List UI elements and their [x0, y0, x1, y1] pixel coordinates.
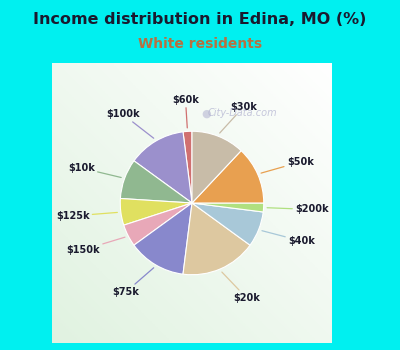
Wedge shape [120, 198, 192, 225]
Wedge shape [134, 132, 192, 203]
Text: $125k: $125k [56, 211, 117, 221]
Text: City-Data.com: City-Data.com [208, 108, 277, 118]
Text: $200k: $200k [267, 204, 329, 215]
Text: White residents: White residents [138, 37, 262, 51]
Text: ●: ● [201, 108, 211, 118]
Wedge shape [183, 131, 192, 203]
Text: $60k: $60k [172, 95, 199, 128]
Wedge shape [192, 203, 264, 212]
Wedge shape [192, 151, 264, 203]
Text: $40k: $40k [262, 231, 315, 246]
Text: $20k: $20k [222, 272, 260, 303]
Text: $10k: $10k [68, 163, 121, 177]
Wedge shape [120, 161, 192, 203]
Text: $50k: $50k [261, 157, 314, 173]
Wedge shape [124, 203, 192, 245]
Text: $75k: $75k [112, 268, 154, 297]
Text: $100k: $100k [106, 109, 154, 138]
Text: $150k: $150k [66, 237, 125, 255]
Wedge shape [192, 203, 263, 245]
Text: Income distribution in Edina, MO (%): Income distribution in Edina, MO (%) [33, 12, 367, 27]
Wedge shape [134, 203, 192, 274]
Wedge shape [183, 203, 250, 275]
Wedge shape [192, 131, 241, 203]
Text: $30k: $30k [220, 102, 257, 133]
